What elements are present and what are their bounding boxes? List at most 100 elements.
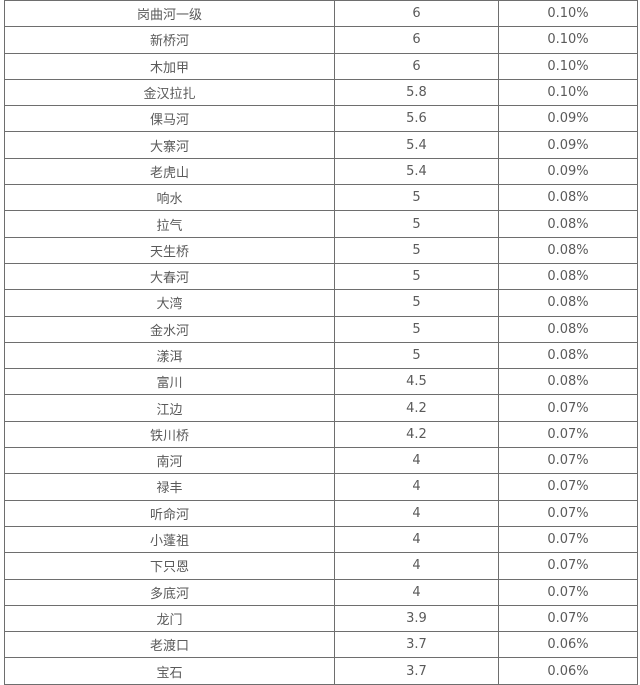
name-cell: 听命河 [4,499,335,527]
value-cell: 4 [334,447,499,475]
percent-cell: 0.06% [498,657,638,685]
value-cell: 5 [334,184,499,212]
name-cell: 拉气 [4,210,335,238]
value-cell: 4.2 [334,394,499,422]
percent-cell: 0.08% [498,184,638,212]
value-cell: 6 [334,52,499,80]
name-cell: 新桥河 [4,26,335,54]
name-cell: 江边 [4,394,335,422]
table-row: 金汉拉扎 5.8 0.10% [4,78,638,107]
name-cell: 铁川桥 [4,420,335,449]
name-cell: 响水 [4,184,335,212]
name-cell: 金汉拉扎 [4,78,335,107]
value-cell: 4 [334,499,499,527]
value-cell: 5.4 [334,157,499,186]
name-cell: 南河 [4,447,335,475]
name-cell: 倮马河 [4,105,335,133]
value-cell: 5.4 [334,131,499,159]
percent-cell: 0.08% [498,289,638,317]
percent-cell: 0.08% [498,210,638,238]
table-row: 南河 4 0.07% [4,447,638,475]
name-cell: 龙门 [4,604,335,633]
name-cell: 小蓬祖 [4,525,335,554]
table-row: 岗曲河一级 6 0.10% [4,0,638,28]
value-cell: 4 [334,552,499,580]
percent-cell: 0.08% [498,262,638,291]
percent-cell: 0.07% [498,578,638,606]
percent-cell: 0.09% [498,131,638,159]
name-cell: 大湾 [4,289,335,317]
value-cell: 5 [334,236,499,264]
percent-cell: 0.07% [498,394,638,422]
percent-cell: 0.10% [498,52,638,80]
table-row: 老渡口 3.7 0.06% [4,631,638,659]
percent-cell: 0.07% [498,525,638,554]
value-cell: 4 [334,473,499,501]
percent-cell: 0.09% [498,105,638,133]
name-cell: 岗曲河一级 [4,0,335,28]
table-row: 倮马河 5.6 0.09% [4,105,638,133]
name-cell: 老虎山 [4,157,335,186]
value-cell: 5 [334,262,499,291]
table-row: 大春河 5 0.08% [4,262,638,291]
value-cell: 6 [334,26,499,54]
value-cell: 5 [334,315,499,343]
percent-cell: 0.08% [498,341,638,370]
value-cell: 5 [334,210,499,238]
value-cell: 5 [334,289,499,317]
value-cell: 4.2 [334,420,499,449]
name-cell: 宝石 [4,657,335,685]
table-row: 新桥河 6 0.10% [4,26,638,54]
value-cell: 5.6 [334,105,499,133]
percent-cell: 0.08% [498,368,638,396]
table-row: 下只恩 4 0.07% [4,552,638,580]
name-cell: 金水河 [4,315,335,343]
name-cell: 大春河 [4,262,335,291]
table-row: 龙门 3.9 0.07% [4,604,638,633]
table-row: 大湾 5 0.08% [4,289,638,317]
table-row: 天生桥 5 0.08% [4,236,638,264]
percent-cell: 0.10% [498,0,638,28]
table-row: 富川 4.5 0.08% [4,368,638,396]
percent-cell: 0.08% [498,236,638,264]
table-row: 金水河 5 0.08% [4,315,638,343]
name-cell: 木加甲 [4,52,335,80]
percent-cell: 0.09% [498,157,638,186]
percent-cell: 0.08% [498,315,638,343]
table-row: 拉气 5 0.08% [4,210,638,238]
value-cell: 3.9 [334,604,499,633]
value-cell: 4 [334,578,499,606]
table-row: 漾洱 5 0.08% [4,341,638,370]
percent-cell: 0.07% [498,604,638,633]
percent-cell: 0.10% [498,78,638,107]
name-cell: 多底河 [4,578,335,606]
name-cell: 下只恩 [4,552,335,580]
value-cell: 4 [334,525,499,554]
name-cell: 禄丰 [4,473,335,501]
value-cell: 5 [334,341,499,370]
value-cell: 3.7 [334,631,499,659]
table-row: 响水 5 0.08% [4,184,638,212]
table-row: 禄丰 4 0.07% [4,473,638,501]
value-cell: 5.8 [334,78,499,107]
percent-cell: 0.07% [498,552,638,580]
percent-cell: 0.07% [498,473,638,501]
table-row: 铁川桥 4.2 0.07% [4,420,638,449]
table-row: 听命河 4 0.07% [4,499,638,527]
name-cell: 漾洱 [4,341,335,370]
table-row: 多底河 4 0.07% [4,578,638,606]
table-row: 木加甲 6 0.10% [4,52,638,80]
value-cell: 4.5 [334,368,499,396]
name-cell: 老渡口 [4,631,335,659]
name-cell: 大寨河 [4,131,335,159]
value-cell: 3.7 [334,657,499,685]
data-table: 岗曲河一级 6 0.10% 新桥河 6 0.10% 木加甲 6 0.10% 金汉拉扎 5.8 0.10… [4,0,638,685]
table-row: 老虎山 5.4 0.09% [4,157,638,186]
table-row: 宝石 3.7 0.06% [4,657,638,685]
value-cell: 6 [334,0,499,28]
percent-cell: 0.07% [498,499,638,527]
name-cell: 天生桥 [4,236,335,264]
table-row: 江边 4.2 0.07% [4,394,638,422]
percent-cell: 0.07% [498,420,638,449]
name-cell: 富川 [4,368,335,396]
